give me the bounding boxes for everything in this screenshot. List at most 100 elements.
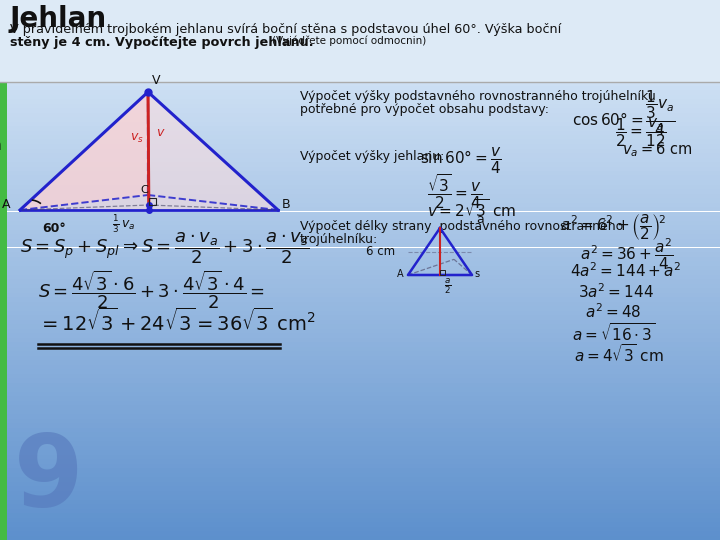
- Text: 6 cm: 6 cm: [366, 245, 395, 258]
- Text: $4a^2 = 144 + a^2$: $4a^2 = 144 + a^2$: [570, 261, 681, 280]
- Bar: [0, 455, 720, 459]
- Polygon shape: [20, 92, 148, 210]
- Bar: [0, 288, 720, 293]
- Bar: [0, 324, 720, 328]
- Bar: [0, 531, 720, 536]
- Text: Výpočet výšky jehlanu:: Výpočet výšky jehlanu:: [300, 150, 444, 163]
- Bar: [0, 274, 720, 279]
- Bar: [0, 418, 720, 423]
- Bar: [0, 212, 720, 216]
- Bar: [0, 202, 720, 207]
- Text: 9: 9: [14, 431, 84, 528]
- Bar: [0, 94, 720, 99]
- Bar: [0, 450, 720, 455]
- Bar: [0, 369, 720, 374]
- Bar: [0, 392, 720, 396]
- Bar: [0, 355, 720, 360]
- Bar: [0, 284, 720, 288]
- Text: C: C: [140, 185, 148, 195]
- Bar: [0, 9, 720, 14]
- Text: Výpočet výšky podstavného rovnostranného trojúhelníku: Výpočet výšky podstavného rovnostranného…: [300, 90, 656, 103]
- Bar: [0, 387, 720, 392]
- Text: v: v: [156, 126, 163, 139]
- Bar: [0, 31, 720, 36]
- Bar: [0, 239, 720, 243]
- Bar: [0, 234, 720, 239]
- Text: $a = 4\sqrt{3}\ \mathrm{cm}$: $a = 4\sqrt{3}\ \mathrm{cm}$: [574, 343, 664, 365]
- Bar: [0, 148, 720, 153]
- Bar: [0, 432, 720, 436]
- Bar: [0, 409, 720, 414]
- Text: (Vyjádřete pomocí odmocnin): (Vyjádřete pomocí odmocnin): [272, 36, 426, 46]
- Text: stěny je 4 cm. Vypočítejte povrch jehlanu.: stěny je 4 cm. Vypočítejte povrch jehlan…: [10, 36, 313, 49]
- Text: Výpočet délky strany  podstavného rovnostranného: Výpočet délky strany podstavného rovnost…: [300, 220, 624, 233]
- Text: $v_s$: $v_s$: [130, 132, 144, 145]
- Bar: [0, 189, 720, 193]
- Bar: [0, 72, 720, 77]
- Bar: [0, 279, 720, 284]
- Bar: [0, 171, 720, 176]
- Bar: [0, 220, 720, 225]
- Text: $a^2 = 6^2 + \left(\dfrac{a}{2}\right)^{\!2}$: $a^2 = 6^2 + \left(\dfrac{a}{2}\right)^{…: [560, 212, 666, 242]
- Bar: [0, 45, 720, 50]
- Text: $v_a = 6\ \mathrm{cm}$: $v_a = 6\ \mathrm{cm}$: [622, 140, 693, 159]
- Text: 60°: 60°: [42, 222, 66, 235]
- Bar: [0, 0, 720, 4]
- Bar: [0, 293, 720, 297]
- Bar: [0, 144, 720, 148]
- Text: $a^2 = 36 + \dfrac{a^2}{4}$: $a^2 = 36 + \dfrac{a^2}{4}$: [580, 237, 673, 273]
- Text: trojúhelníku:: trojúhelníku:: [300, 233, 378, 246]
- Bar: [0, 230, 720, 234]
- Bar: [0, 58, 720, 63]
- Bar: [0, 225, 720, 229]
- Bar: [0, 99, 720, 104]
- Bar: [0, 513, 720, 517]
- Bar: [0, 252, 720, 256]
- Text: $S = \dfrac{4\sqrt{3} \cdot 6}{2} + 3 \cdot \dfrac{4\sqrt{3} \cdot 4}{2} =$: $S = \dfrac{4\sqrt{3} \cdot 6}{2} + 3 \c…: [38, 268, 265, 310]
- Bar: [0, 472, 720, 477]
- Bar: [0, 68, 720, 72]
- Bar: [0, 54, 720, 58]
- Bar: [0, 81, 720, 85]
- Bar: [0, 104, 720, 108]
- Text: $\frac{a}{2}$: $\frac{a}{2}$: [444, 276, 451, 296]
- Text: $\dfrac{\sqrt{3}}{2} = \dfrac{v}{4}$: $\dfrac{\sqrt{3}}{2} = \dfrac{v}{4}$: [427, 172, 482, 211]
- Bar: [0, 207, 720, 212]
- Bar: [0, 112, 720, 117]
- Bar: [0, 495, 720, 500]
- Bar: [0, 315, 720, 320]
- Bar: [0, 500, 720, 504]
- Bar: [0, 77, 720, 81]
- Text: a: a: [476, 213, 484, 226]
- Bar: [0, 126, 720, 131]
- Bar: [0, 436, 720, 441]
- Bar: [0, 396, 720, 401]
- Bar: [0, 158, 720, 162]
- Text: 4 cm: 4 cm: [0, 138, 2, 153]
- Bar: [0, 405, 720, 409]
- Bar: [0, 117, 720, 122]
- Bar: [0, 247, 720, 252]
- Bar: [0, 364, 720, 369]
- Bar: [0, 261, 720, 266]
- Bar: [0, 18, 720, 23]
- Bar: [0, 486, 720, 490]
- Bar: [0, 131, 720, 135]
- Text: $a^2 = 48$: $a^2 = 48$: [585, 302, 642, 321]
- Bar: [0, 490, 720, 495]
- Bar: [0, 193, 720, 198]
- Text: potřebné pro výpočet obsahu podstavy:: potřebné pro výpočet obsahu podstavy:: [300, 103, 549, 116]
- Bar: [0, 459, 720, 463]
- Bar: [0, 82, 7, 540]
- Bar: [0, 401, 720, 405]
- Bar: [0, 270, 720, 274]
- Bar: [0, 23, 720, 27]
- Bar: [0, 468, 720, 472]
- Bar: [0, 360, 720, 364]
- Bar: [0, 122, 720, 126]
- Bar: [0, 162, 720, 166]
- Bar: [0, 342, 720, 347]
- Text: $\sin 60° = \dfrac{v}{4}$: $\sin 60° = \dfrac{v}{4}$: [420, 146, 502, 176]
- Text: $a = \sqrt{16 \cdot 3}$: $a = \sqrt{16 \cdot 3}$: [572, 322, 655, 344]
- Bar: [0, 139, 720, 144]
